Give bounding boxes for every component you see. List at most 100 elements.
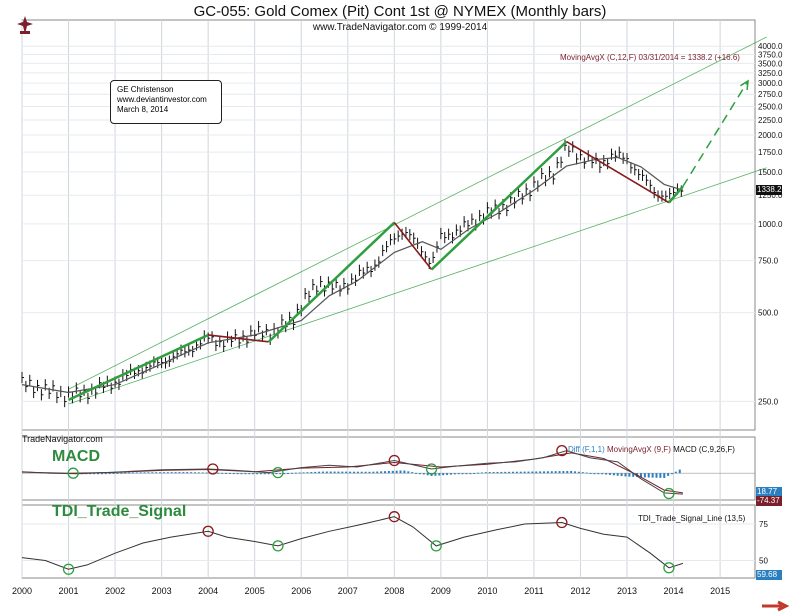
x-tick-label: 2013	[617, 586, 637, 596]
macd-histogram-bar	[244, 473, 247, 475]
macd-histogram-bar	[399, 470, 402, 474]
macd-histogram-bar	[116, 472, 119, 474]
macd-histogram-bar	[294, 472, 297, 474]
macd-sell-marker	[556, 444, 568, 457]
macd-histogram-bar	[368, 471, 371, 474]
scroll-right-arrow-icon[interactable]	[760, 600, 794, 612]
macd-legend: Diff (F,1,1) MovingAvgX (9,F) MACD (C,9,…	[568, 445, 735, 454]
macd-histogram-bar	[256, 473, 259, 475]
tdi-y-tick-label: 75	[759, 520, 768, 529]
macd-histogram-bar	[100, 473, 103, 475]
macd-histogram-bar	[224, 472, 227, 474]
macd-histogram-bar	[166, 472, 169, 474]
macd-sell-marker	[388, 454, 400, 467]
macd-histogram-bar	[620, 473, 623, 477]
macd-histogram-bar	[298, 472, 301, 474]
macd-histogram-bar	[496, 471, 499, 474]
macd-histogram-bar	[93, 473, 96, 475]
macd-histogram-bar	[554, 471, 557, 474]
macd-histogram-bar	[124, 472, 127, 474]
note-date: March 8, 2014	[117, 105, 169, 114]
macd-buy-marker	[67, 467, 79, 479]
macd-histogram-bar	[232, 473, 235, 475]
y-tick-label: 1750.0	[758, 148, 783, 157]
macd-histogram-bar	[465, 473, 468, 475]
macd-histogram-bar	[345, 471, 348, 474]
macd-histogram-bar	[259, 473, 262, 475]
uptrend-segment	[430, 140, 568, 271]
chart-subtitle: www.TradeNavigator.com © 1999-2014	[312, 22, 488, 33]
macd-histogram-bar	[131, 472, 134, 474]
y-tick-label: 3000.0	[758, 79, 783, 88]
macd-histogram-bar	[391, 470, 394, 474]
x-tick-label: 2001	[59, 586, 79, 596]
macd-histogram-bar	[174, 472, 177, 474]
macd-histogram-bar	[112, 472, 115, 474]
x-tick-label: 2006	[291, 586, 311, 596]
macd-histogram-bar	[659, 473, 662, 478]
macd-histogram-bar	[535, 471, 538, 474]
macd-histogram-bar	[182, 472, 185, 474]
macd-histogram-bar	[639, 473, 642, 478]
macd-histogram-bar	[643, 473, 646, 478]
macd-histogram-bar	[539, 471, 542, 474]
macd-histogram-bar	[108, 473, 111, 475]
diff-value-badge: 18.77	[756, 487, 782, 497]
macd-histogram-bar	[279, 473, 282, 475]
macd-histogram-bar	[275, 473, 278, 475]
macd-histogram-bar	[574, 471, 577, 474]
macd-histogram-bar	[178, 472, 181, 474]
macd-histogram-bar	[283, 473, 286, 475]
macd-histogram-bar	[349, 471, 352, 474]
macd-histogram-bar	[147, 472, 150, 474]
tdi-y-tick-label: 50	[759, 556, 768, 565]
macd-histogram-bar	[589, 472, 592, 474]
lower-branding: TradeNavigator.com	[22, 434, 103, 444]
macd-histogram-bar	[581, 472, 584, 474]
macd-histogram-bar	[151, 472, 154, 474]
tdi-value-badge: 59.68	[756, 570, 782, 580]
tdi-signal-line	[21, 516, 684, 570]
macd-histogram-bar	[492, 472, 495, 474]
macd-value-badge: -74.37	[756, 496, 782, 506]
y-tick-label: 2500.0	[758, 102, 783, 111]
macd-histogram-bar	[674, 471, 677, 474]
macd-histogram-bar	[543, 471, 546, 474]
macd-histogram-bar	[570, 470, 573, 474]
y-tick-label: 1250.0	[758, 191, 783, 200]
tdi-buy-marker	[272, 540, 284, 552]
macd-histogram-bar	[217, 472, 220, 474]
macd-histogram-bar	[628, 473, 631, 477]
macd-histogram-bar	[500, 471, 503, 474]
y-tick-label: 1500.0	[758, 168, 783, 177]
macd-histogram-bar	[515, 471, 518, 474]
macd-histogram-bar	[477, 472, 480, 474]
macd-histogram-bar	[155, 472, 158, 474]
macd-histogram-bar	[190, 472, 193, 474]
macd-histogram-bar	[302, 472, 305, 474]
macd-histogram-bar	[667, 473, 670, 476]
macd-histogram-bar	[577, 471, 580, 474]
projection-line	[682, 80, 749, 187]
macd-histogram-bar	[418, 473, 421, 475]
macd-histogram-bar	[143, 472, 146, 474]
macd-histogram-bar	[221, 472, 224, 474]
x-tick-label: 2011	[524, 586, 543, 596]
macd-histogram-bar	[671, 473, 674, 475]
macd-histogram-bar	[446, 473, 449, 475]
macd-histogram-bar	[248, 473, 251, 475]
macd-histogram-bar	[407, 471, 410, 474]
tdi-sell-marker	[202, 525, 214, 537]
uptrend-segment	[267, 221, 396, 343]
macd-histogram-bar	[484, 472, 487, 474]
author-name: GE Christenson	[117, 85, 174, 94]
y-tick-label: 500.0	[758, 309, 779, 318]
macd-legend-macd: MACD (C,9,26,F)	[673, 445, 735, 454]
x-tick-label: 2008	[384, 586, 404, 596]
tdi-legend: TDI_Trade_Signal_Line (13,5)	[638, 514, 746, 523]
y-tick-label: 3250.0	[758, 69, 783, 78]
moving-average-line	[21, 156, 684, 394]
macd-legend-ma: MovingAvgX (9,F)	[606, 445, 671, 454]
macd-histogram-bar	[159, 472, 162, 474]
macd-histogram-bar	[364, 471, 367, 474]
